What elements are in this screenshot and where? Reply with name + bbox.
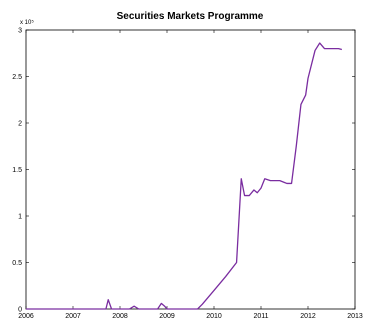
series-layer xyxy=(26,42,343,310)
x-tick-label: 2007 xyxy=(65,313,81,320)
x-tick-label: 2010 xyxy=(206,313,222,320)
chart-title: Securities Markets Programme xyxy=(117,11,264,22)
x-tick-label: 2013 xyxy=(347,313,363,320)
plot-area xyxy=(25,29,356,310)
y-tick-label: 3 xyxy=(18,28,22,35)
x-tick-label: 2009 xyxy=(159,313,175,320)
axis-ticks: 2006 2007 2008 2009 2010 2011 2012 2013 0 0.5 1 1.5… xyxy=(12,28,363,320)
y-tick-label: 0.5 xyxy=(12,260,22,267)
y-tick-label: 1 xyxy=(18,214,22,221)
y-tick-label: 2.5 xyxy=(12,74,22,81)
x-tick-label: 2006 xyxy=(18,313,34,320)
x-tick-label: 2008 xyxy=(112,313,128,320)
y-axis-exponent-label: x 10⁵ xyxy=(20,19,34,26)
x-tick-label: 2012 xyxy=(300,313,316,320)
y-tick-label: 0 xyxy=(18,307,22,314)
x-tick-label: 2011 xyxy=(253,313,268,320)
y-tick-label: 2 xyxy=(18,121,22,128)
series-line xyxy=(26,42,343,310)
y-tick-label: 1.5 xyxy=(12,167,22,174)
